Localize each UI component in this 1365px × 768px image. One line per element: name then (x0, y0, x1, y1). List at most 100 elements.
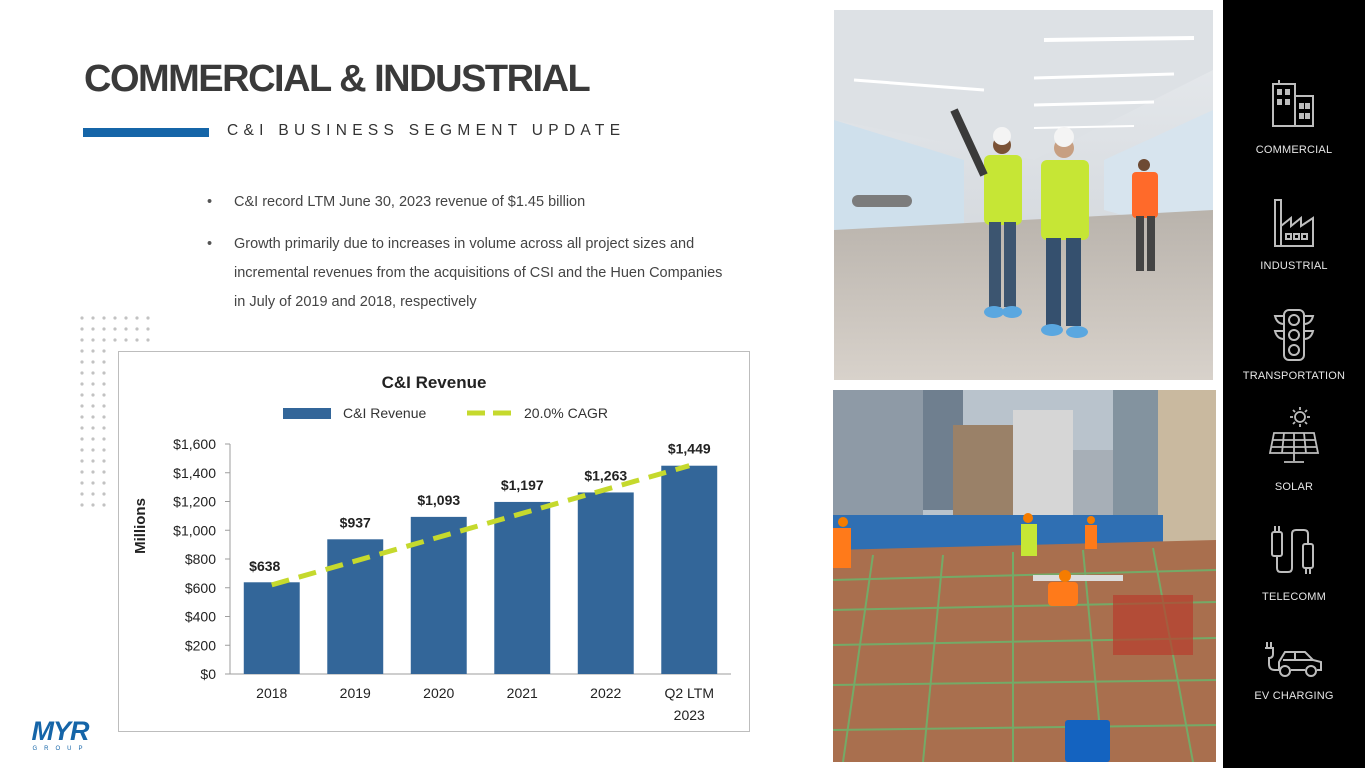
decorative-dot (91, 437, 95, 441)
revenue-bar (661, 465, 718, 674)
solar-panel-icon (1268, 407, 1320, 463)
bullet-item: Growth primarily due to increases in vol… (207, 230, 727, 317)
decorative-dot (113, 316, 117, 320)
y-tick-label: $800 (185, 551, 216, 567)
concourse-photo-image (834, 10, 1213, 380)
decorative-dot (91, 448, 95, 452)
traffic-light-icon (1273, 309, 1315, 361)
decorative-dot (91, 382, 95, 386)
ev-car-icon (1265, 642, 1322, 677)
decorative-dot (91, 415, 95, 419)
x-tick-label: 2021 (507, 685, 538, 701)
decorative-dot (80, 382, 84, 386)
sidebar-item-label: INDUSTRIAL (1260, 260, 1328, 272)
revenue-chart-svg: C&I Revenue C&I Revenue 20.0% CAGR Milli… (132, 373, 731, 723)
y-tick-label: $600 (185, 580, 216, 596)
sidebar-item-ev-charging[interactable]: EV CHARGING (1223, 638, 1365, 702)
sidebar-item-label: TRANSPORTATION (1242, 370, 1346, 382)
decorative-dot (80, 371, 84, 375)
decorative-dot (102, 382, 106, 386)
concourse-photo (834, 10, 1213, 380)
decorative-dot (102, 503, 106, 507)
svg-text:GROUP: GROUP (32, 746, 89, 752)
revenue-chart: C&I Revenue C&I Revenue 20.0% CAGR Milli… (118, 351, 750, 732)
decorative-dot (102, 404, 106, 408)
decorative-dot (80, 349, 84, 353)
bar-data-label: $1,449 (668, 441, 711, 457)
decorative-dot (80, 360, 84, 364)
decorative-dot (113, 327, 117, 331)
decorative-dot (113, 338, 117, 342)
y-tick-label: $1,600 (173, 436, 216, 452)
bar-data-label: $638 (249, 558, 280, 574)
sidebar-item-telecomm[interactable]: TELECOMM (1223, 524, 1365, 603)
decorative-dot (91, 316, 95, 320)
legend-bar-swatch (283, 408, 331, 419)
revenue-bar (494, 501, 551, 674)
decorative-dot (102, 349, 106, 353)
decorative-dot (124, 338, 128, 342)
sidebar-item-industrial[interactable]: INDUSTRIAL (1223, 196, 1365, 272)
decorative-dot (91, 393, 95, 397)
decorative-dot (91, 426, 95, 430)
chart-title: C&I Revenue (382, 373, 487, 392)
sidebar-item-commercial[interactable]: COMMERCIAL (1223, 76, 1365, 156)
y-tick-label: $0 (200, 666, 216, 682)
decorative-dot (124, 327, 128, 331)
decorative-dot (80, 338, 84, 342)
sidebar-item-transportation[interactable]: TRANSPORTATION (1223, 308, 1365, 382)
bar-data-label: $1,197 (501, 477, 544, 493)
decorative-dot (91, 503, 95, 507)
bar-data-label: $1,263 (584, 467, 627, 483)
y-axis-title: Millions (132, 498, 149, 554)
decorative-dot (135, 316, 139, 320)
cagr-trend-line (271, 463, 690, 588)
decorative-dot (80, 393, 84, 397)
decorative-dot (80, 437, 84, 441)
decorative-dot (80, 327, 84, 331)
decorative-dot (102, 426, 106, 430)
y-tick-label: $200 (185, 637, 216, 653)
decorative-dot (102, 371, 106, 375)
svg-text:MYR: MYR (32, 716, 91, 746)
revenue-bar (577, 492, 634, 674)
dot-grid-decoration (80, 316, 150, 507)
decorative-dot (80, 503, 84, 507)
decorative-dot (102, 470, 106, 474)
sidebar-item-label: SOLAR (1274, 481, 1314, 493)
decorative-dot (91, 492, 95, 496)
decorative-dot (146, 316, 150, 320)
decorative-dot (91, 371, 95, 375)
decorative-dot (91, 404, 95, 408)
y-tick-label: $1,400 (173, 465, 216, 481)
decorative-dot (102, 360, 106, 364)
building-icon (1272, 80, 1314, 127)
decorative-dot (102, 338, 106, 342)
bullet-list: C&I record LTM June 30, 2023 revenue of … (207, 188, 727, 330)
construction-site-photo (833, 390, 1216, 762)
decorative-dot (146, 327, 150, 331)
decorative-dot (124, 316, 128, 320)
decorative-dot (80, 415, 84, 419)
construction-site-photo-image (833, 390, 1216, 762)
legend-bar-label: C&I Revenue (343, 405, 426, 421)
decorative-dot (80, 470, 84, 474)
revenue-bar (243, 582, 300, 674)
sidebar-item-solar[interactable]: SOLAR (1223, 407, 1365, 493)
x-tick-label: Q2 LTM 2023 (664, 685, 714, 723)
decorative-dot (102, 459, 106, 463)
decorative-dot (146, 338, 150, 342)
decorative-dot (102, 437, 106, 441)
sidebar-item-label: TELECOMM (1262, 591, 1326, 603)
factory-icon (1274, 199, 1314, 247)
decorative-dot (80, 426, 84, 430)
decorative-dot (80, 404, 84, 408)
segment-sidebar: COMMERCIAL INDUSTRIAL TRANSPORTATION (1223, 0, 1365, 768)
decorative-dot (80, 316, 84, 320)
bar-data-label: $1,093 (417, 492, 460, 508)
decorative-dot (135, 327, 139, 331)
decorative-dot (91, 360, 95, 364)
cable-icon (1271, 526, 1314, 574)
decorative-dot (91, 327, 95, 331)
myr-group-logo: MYR GROUP (26, 714, 96, 754)
